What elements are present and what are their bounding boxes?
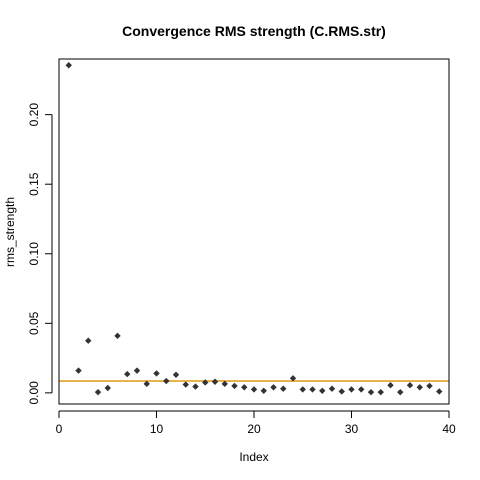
data-point bbox=[192, 383, 199, 390]
data-point bbox=[387, 382, 394, 389]
x-tick-label: 30 bbox=[345, 422, 359, 436]
chart-title: Convergence RMS strength (C.RMS.str) bbox=[122, 23, 386, 39]
x-tick-label: 0 bbox=[56, 422, 63, 436]
data-point bbox=[358, 386, 365, 393]
data-point bbox=[143, 380, 150, 388]
plot-frame bbox=[58, 58, 450, 405]
y-tick-label: 0.05 bbox=[27, 311, 41, 335]
data-point bbox=[182, 381, 189, 388]
data-point bbox=[231, 382, 238, 390]
data-point bbox=[280, 385, 287, 392]
data-point bbox=[250, 386, 258, 393]
y-tick-label: 0.10 bbox=[27, 242, 41, 266]
data-point bbox=[75, 367, 82, 374]
data-point bbox=[436, 388, 443, 395]
data-point bbox=[163, 377, 170, 385]
data-point bbox=[133, 367, 141, 374]
data-point bbox=[221, 380, 228, 388]
y-tick-label: 0.00 bbox=[27, 381, 41, 405]
y-tick-label: 0.15 bbox=[27, 172, 41, 196]
data-point bbox=[416, 384, 423, 391]
data-point bbox=[406, 382, 414, 389]
x-tick-label: 10 bbox=[150, 422, 164, 436]
x-tick-label: 40 bbox=[442, 422, 456, 436]
data-point bbox=[348, 386, 355, 393]
data-point bbox=[94, 388, 102, 396]
data-points bbox=[65, 62, 443, 396]
y-axis-label: rms_strength bbox=[3, 197, 17, 267]
data-point bbox=[260, 387, 267, 394]
data-point bbox=[104, 384, 111, 392]
data-point bbox=[85, 337, 92, 344]
data-point bbox=[397, 388, 404, 396]
data-point bbox=[328, 385, 336, 392]
y-tick-label: 0.20 bbox=[27, 103, 41, 127]
data-point bbox=[289, 375, 297, 382]
data-point bbox=[270, 384, 277, 391]
data-point bbox=[367, 388, 375, 396]
x-tick-label: 20 bbox=[247, 422, 261, 436]
data-point bbox=[426, 382, 433, 390]
data-point bbox=[211, 378, 219, 385]
y-axis: 0.00 0.05 0.10 0.15 0.20 bbox=[27, 103, 53, 405]
data-point bbox=[114, 332, 121, 340]
data-point bbox=[338, 388, 345, 395]
x-axis: 0 10 20 30 40 bbox=[56, 410, 456, 436]
data-point bbox=[299, 386, 306, 393]
data-point bbox=[202, 379, 209, 386]
x-axis-label: Index bbox=[239, 450, 268, 464]
data-point bbox=[377, 388, 384, 396]
data-point bbox=[319, 387, 326, 394]
data-point bbox=[241, 384, 248, 391]
data-point bbox=[153, 370, 160, 377]
data-point bbox=[124, 370, 131, 378]
data-point bbox=[172, 371, 180, 378]
data-point bbox=[65, 62, 72, 69]
data-point bbox=[309, 386, 316, 393]
